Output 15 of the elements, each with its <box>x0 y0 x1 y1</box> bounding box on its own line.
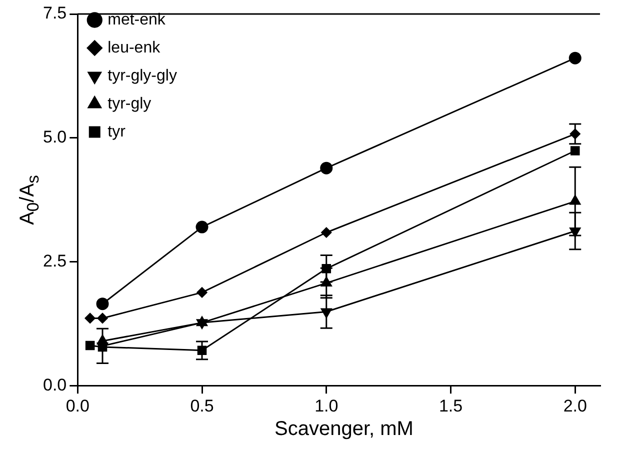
legend-label: tyr <box>108 123 126 140</box>
x-tick-label: 0.0 <box>66 396 90 416</box>
x-axis-title: Scavenger, mM <box>274 418 414 441</box>
y-tick-label: 5.0 <box>42 128 67 147</box>
legend-label: met-enk <box>108 11 166 28</box>
legend-label: tyr-gly-gly <box>108 67 177 84</box>
y-tick-label: 7.5 <box>42 4 67 23</box>
x-tick-label: 1.5 <box>438 396 463 416</box>
y-tick-label: 2.5 <box>42 251 67 270</box>
x-tick-label: 2.0 <box>563 396 587 416</box>
x-tick-label: 1.0 <box>314 396 338 416</box>
legend-label: tyr-gly <box>108 95 152 112</box>
y-tick-label: 0.0 <box>42 375 67 394</box>
legend-label: leu-enk <box>108 39 162 56</box>
x-tick-label: 0.5 <box>190 396 214 416</box>
